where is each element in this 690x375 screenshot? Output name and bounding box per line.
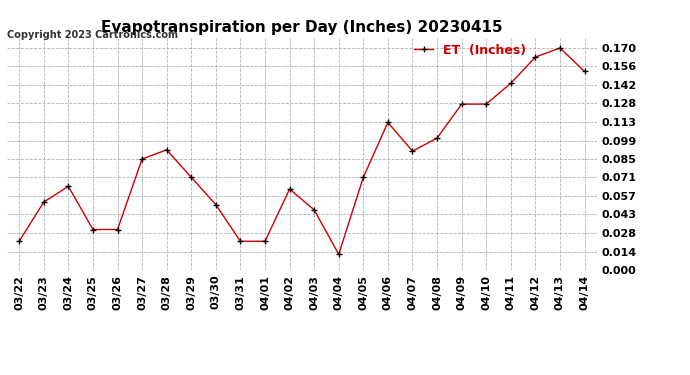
ET  (Inches)	[457, 102, 466, 106]
ET  (Inches)	[113, 227, 121, 232]
Line: ET  (Inches): ET (Inches)	[17, 45, 587, 257]
ET  (Inches)	[39, 200, 48, 204]
ET  (Inches)	[15, 239, 23, 243]
ET  (Inches)	[482, 102, 491, 106]
Legend: ET  (Inches): ET (Inches)	[414, 44, 526, 57]
ET  (Inches)	[187, 175, 195, 180]
ET  (Inches)	[580, 69, 589, 74]
Title: Evapotranspiration per Day (Inches) 20230415: Evapotranspiration per Day (Inches) 2023…	[101, 20, 503, 35]
ET  (Inches)	[89, 227, 97, 232]
ET  (Inches)	[261, 239, 269, 243]
ET  (Inches)	[506, 81, 515, 86]
ET  (Inches)	[556, 46, 564, 50]
ET  (Inches)	[384, 120, 392, 124]
ET  (Inches)	[359, 175, 368, 180]
ET  (Inches)	[310, 208, 318, 212]
ET  (Inches)	[408, 149, 417, 153]
ET  (Inches)	[335, 252, 343, 257]
ET  (Inches)	[212, 202, 220, 207]
ET  (Inches)	[433, 136, 441, 140]
ET  (Inches)	[163, 148, 171, 152]
ET  (Inches)	[286, 187, 294, 191]
ET  (Inches)	[531, 55, 540, 59]
ET  (Inches)	[64, 184, 72, 189]
Text: Copyright 2023 Cartronics.com: Copyright 2023 Cartronics.com	[7, 30, 178, 40]
ET  (Inches)	[236, 239, 244, 243]
ET  (Inches)	[138, 157, 146, 161]
